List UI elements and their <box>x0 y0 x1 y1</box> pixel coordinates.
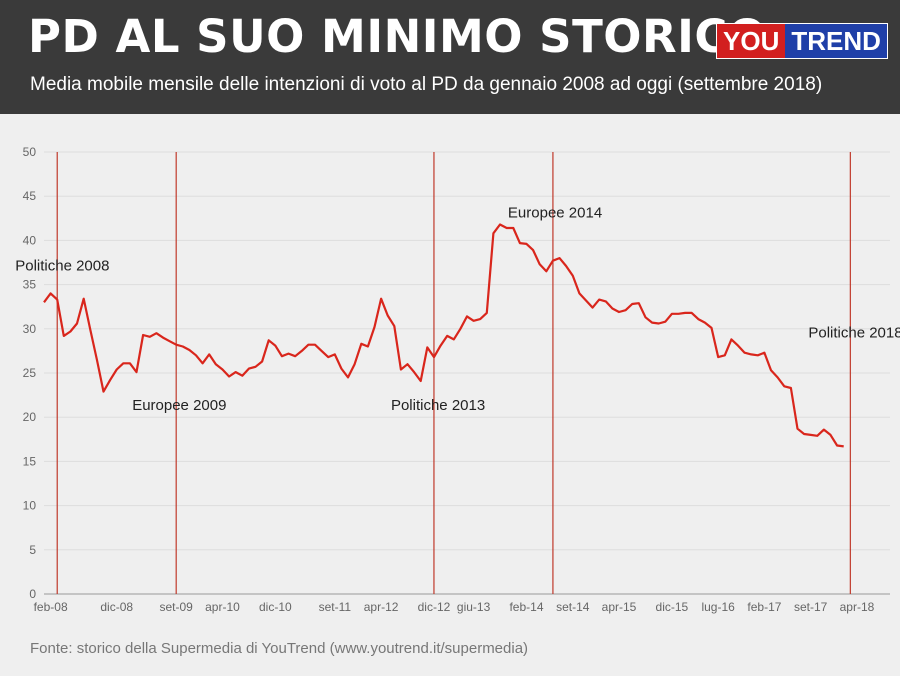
header: PD AL SUO MINIMO STORICO Media mobile me… <box>0 0 900 114</box>
annotation-label: Politiche 2018 <box>808 325 900 342</box>
x-tick-label: apr-18 <box>840 600 875 614</box>
x-tick-label: apr-12 <box>364 600 399 614</box>
x-axis: feb-08 dic-08 set-09 apr-10 dic-10 set-11 apr-… <box>34 600 875 614</box>
election-markers <box>56 152 851 594</box>
annotation-label: Politiche 2008 <box>15 257 109 274</box>
series <box>43 223 844 448</box>
x-tick-label: dic-10 <box>259 600 292 614</box>
y-tick-label: 35 <box>23 278 37 292</box>
x-tick-label: dic-15 <box>656 600 689 614</box>
y-tick-label: 15 <box>23 454 37 468</box>
x-tick-label: set-09 <box>160 600 194 614</box>
youtrend-logo: YOU TREND <box>716 23 888 59</box>
logo-text-you: YOU <box>717 24 786 58</box>
x-tick-label: lug-16 <box>701 600 735 614</box>
page-title: PD AL SUO MINIMO STORICO <box>28 10 767 63</box>
x-tick-label: giu-13 <box>457 600 491 614</box>
x-tick-label: dic-08 <box>100 600 133 614</box>
x-tick-label: set-17 <box>794 600 828 614</box>
grid <box>44 151 890 595</box>
annotation-label: Europee 2014 <box>508 204 602 221</box>
x-tick-label: feb-08 <box>34 600 68 614</box>
page-subtitle: Media mobile mensile delle intenzioni di… <box>30 74 823 95</box>
x-tick-label: apr-10 <box>205 600 240 614</box>
y-tick-label: 5 <box>29 543 36 557</box>
x-tick-label: feb-17 <box>747 600 781 614</box>
y-tick-label: 25 <box>23 366 37 380</box>
source-note: Fonte: storico della Supermedia di YouTr… <box>30 640 529 657</box>
y-tick-label: 10 <box>23 499 37 513</box>
y-axis: 0 5 10 15 20 25 30 35 40 45 50 <box>23 145 37 601</box>
x-tick-label: set-14 <box>556 600 590 614</box>
y-tick-label: 20 <box>23 410 37 424</box>
line-chart: 0 5 10 15 20 25 30 35 40 45 50 feb-08 dic-08 set-09 a… <box>15 145 900 614</box>
x-tick-label: dic-12 <box>418 600 451 614</box>
logo-text-trend: TREND <box>785 24 887 58</box>
x-tick-label: apr-15 <box>602 600 637 614</box>
y-tick-label: 45 <box>23 189 37 203</box>
annotation-label: Europee 2009 <box>132 397 226 414</box>
annotations: Politiche 2008 Europee 2009 Politiche 2013… <box>15 204 900 414</box>
x-tick-label: set-11 <box>319 600 352 614</box>
y-tick-label: 30 <box>23 322 37 336</box>
annotation-label: Politiche 2013 <box>391 397 485 414</box>
series-line <box>43 223 844 448</box>
x-tick-label: feb-14 <box>509 600 543 614</box>
y-tick-label: 0 <box>29 587 36 601</box>
y-tick-label: 50 <box>23 145 37 159</box>
y-tick-label: 40 <box>23 233 37 247</box>
